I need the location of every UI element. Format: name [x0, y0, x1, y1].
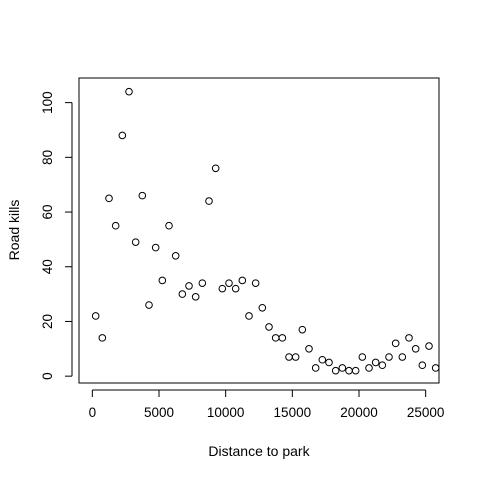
data-point — [111, 221, 120, 230]
data-point — [365, 364, 373, 372]
data-point — [145, 301, 153, 309]
data-point — [138, 191, 147, 200]
data-point — [118, 131, 127, 140]
x-tick-label: 15000 — [274, 405, 312, 420]
data-point — [131, 238, 140, 246]
y-tick-label: 100 — [40, 91, 55, 114]
data-point — [171, 252, 180, 260]
data-point — [431, 364, 440, 372]
x-tick-label: 20000 — [340, 405, 378, 420]
data-point — [178, 290, 187, 298]
x-tick-label: 0 — [89, 405, 97, 420]
data-point — [98, 334, 107, 342]
data-point — [91, 312, 100, 320]
data-point — [285, 353, 293, 361]
data-point — [238, 276, 247, 285]
data-point — [291, 353, 300, 361]
data-point — [311, 364, 320, 372]
y-axis-title: Road kills — [6, 200, 22, 261]
y-tick-label: 40 — [40, 259, 55, 274]
y-tick-label: 20 — [40, 314, 55, 329]
data-point — [151, 243, 160, 252]
data-point — [405, 334, 413, 342]
y-tick-label: 80 — [40, 150, 55, 165]
data-point — [325, 358, 333, 367]
data-point — [351, 366, 360, 375]
data-point — [205, 197, 213, 205]
data-point — [358, 353, 367, 361]
data-point — [185, 282, 193, 290]
data-point — [385, 353, 393, 361]
y-tick-label: 60 — [40, 205, 55, 220]
data-point — [425, 342, 433, 350]
y-tick-label: 0 — [40, 372, 55, 380]
data-point — [251, 279, 260, 287]
data-point — [298, 325, 307, 334]
plot-frame — [78, 77, 440, 384]
data-points — [91, 87, 440, 375]
data-point — [198, 279, 207, 287]
data-point — [371, 358, 380, 367]
data-point — [265, 323, 273, 331]
data-point — [125, 87, 133, 96]
data-point — [191, 293, 200, 301]
data-point — [258, 303, 267, 312]
data-point — [411, 345, 420, 353]
data-point — [165, 221, 173, 230]
x-tick-label: 25000 — [407, 405, 445, 420]
data-point — [225, 279, 233, 287]
data-point — [331, 366, 340, 375]
data-point — [231, 284, 240, 293]
x-tick-label: 5000 — [144, 405, 174, 420]
data-point — [218, 284, 227, 293]
data-point — [158, 276, 167, 285]
data-point — [318, 355, 327, 364]
data-point — [245, 312, 253, 320]
x-axis: 0 5000 10000 15000 20000 25000 — [89, 389, 445, 420]
data-point — [418, 361, 427, 370]
data-point — [278, 334, 287, 342]
data-point — [105, 194, 113, 203]
data-point — [338, 364, 347, 372]
y-axis: 0 20 40 60 80 100 — [40, 91, 73, 380]
data-point — [378, 361, 387, 370]
data-point — [211, 164, 220, 173]
data-point — [391, 339, 400, 348]
x-axis-title: Distance to park — [208, 443, 310, 459]
data-point — [398, 353, 407, 361]
data-point — [345, 366, 353, 375]
x-tick-label: 10000 — [207, 405, 245, 420]
data-point — [305, 345, 313, 353]
data-point — [271, 334, 280, 342]
